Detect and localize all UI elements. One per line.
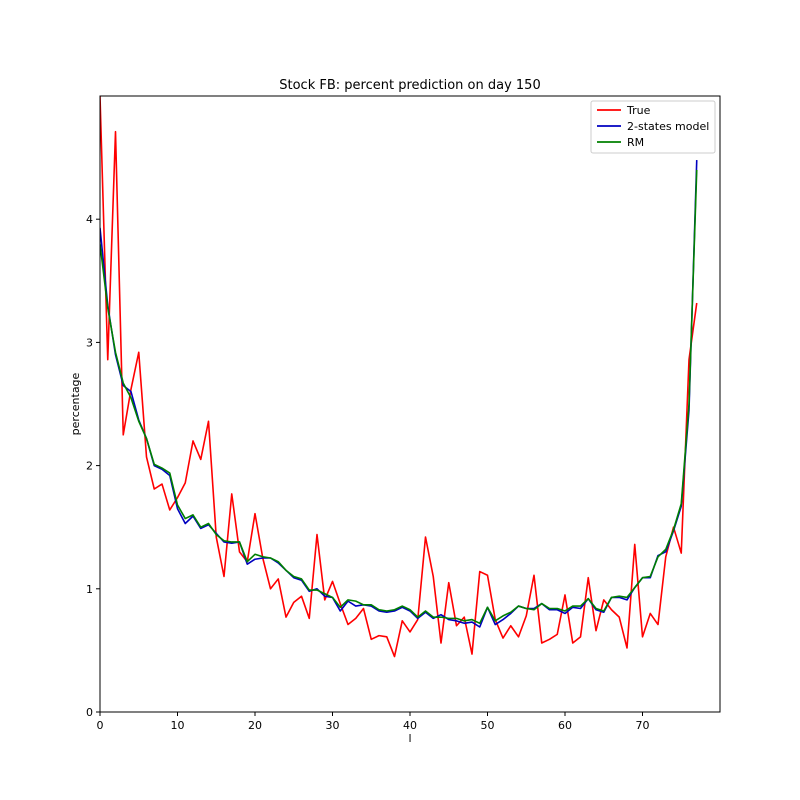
y-tick-label: 1 — [86, 583, 93, 596]
x-tick-label: 0 — [97, 719, 104, 732]
legend-entry-label: RM — [627, 136, 644, 149]
legend-box — [590, 100, 716, 154]
plot-frame — [99, 95, 721, 713]
x-axis: 0 10 20 30 40 50 60 70 — [97, 712, 650, 732]
x-tick-label: 40 — [403, 719, 417, 732]
x-tick-label: 10 — [171, 719, 185, 732]
x-axis-label: l — [408, 732, 411, 745]
series-layer — [100, 96, 698, 658]
x-tick-label: 20 — [248, 719, 262, 732]
y-axis-label: percentage — [69, 372, 82, 435]
x-tick-label: 60 — [558, 719, 572, 732]
series-line-2 — [100, 169, 698, 625]
y-tick-label: 3 — [86, 336, 93, 349]
legend: True 2-states model RM — [590, 100, 716, 154]
x-tick-label: 50 — [481, 719, 495, 732]
y-tick-label: 4 — [86, 213, 93, 226]
series-line-1 — [100, 160, 698, 628]
legend-entry-label: 2-states model — [627, 120, 709, 133]
y-tick-label: 2 — [86, 460, 93, 473]
series-line-0 — [100, 96, 698, 658]
legend-entry-label: True — [626, 104, 651, 117]
x-tick-label: 30 — [326, 719, 340, 732]
y-tick-label: 0 — [86, 706, 93, 719]
chart-title: Stock FB: percent prediction on day 150 — [279, 78, 540, 93]
y-axis: 0 1 2 3 4 — [86, 213, 100, 719]
x-tick-label: 70 — [636, 719, 650, 732]
